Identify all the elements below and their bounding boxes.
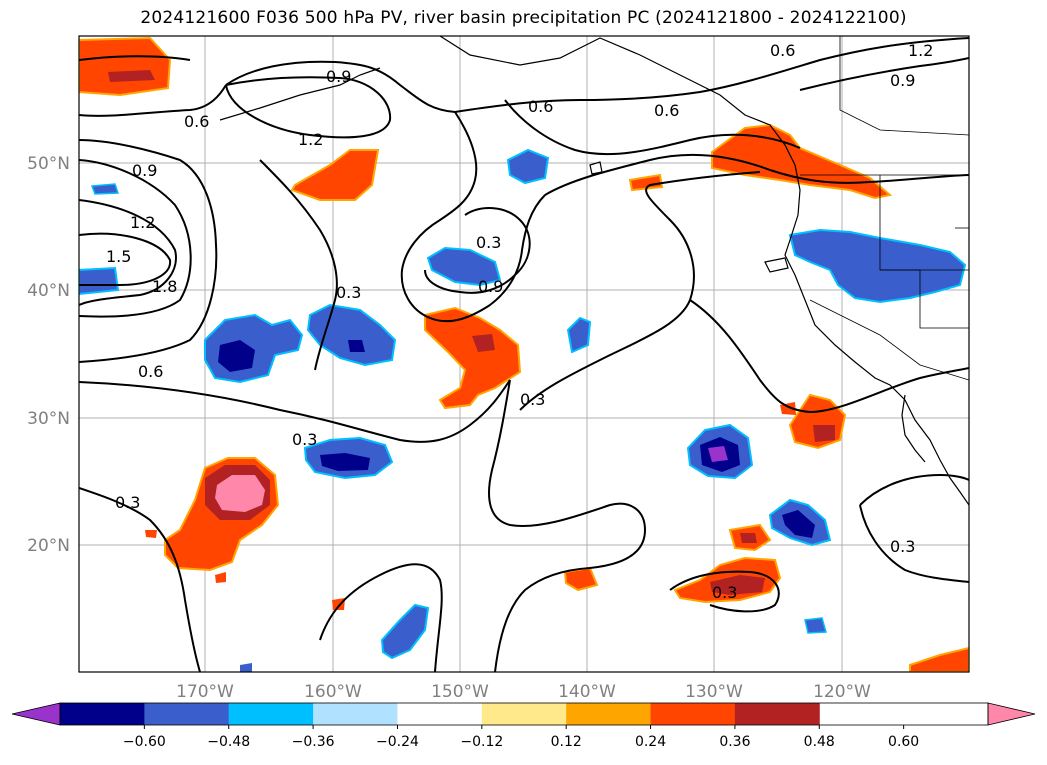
contour-label: 0.3: [336, 283, 361, 302]
map-title: 2024121600 F036 500 hPa PV, river basin …: [140, 8, 907, 28]
longitude-labels: 170°W 160°W 150°W 140°W 130°W 120°W: [176, 682, 871, 702]
colorbar-segment: [228, 703, 314, 725]
contour-label: 1.2: [130, 213, 155, 232]
contour-label: 0.3: [115, 493, 140, 512]
contour-label: 1.2: [298, 130, 323, 149]
colorbar-tick-label: 0.24: [635, 734, 666, 750]
contour-label: 0.3: [890, 537, 915, 556]
lon-label: 140°W: [558, 682, 616, 702]
contour-label: 1.2: [908, 41, 933, 60]
contour-label: 0.3: [292, 430, 317, 449]
colorbar-segment: [144, 703, 230, 725]
lat-label: 50°N: [27, 154, 70, 174]
contour-labels: 0.9 0.6 1.2 0.6 0.6 0.6 0.9 0.9 1.2 1.5 …: [106, 41, 933, 602]
state-borders: [800, 36, 969, 381]
contour-label: 0.6: [138, 362, 163, 381]
contour-label: 0.3: [520, 390, 545, 409]
contour-label: 0.3: [476, 233, 501, 252]
contour-label: 0.3: [712, 583, 737, 602]
pv-contours: [79, 37, 969, 672]
colorbar-tick-label: −0.24: [376, 734, 419, 750]
plot-frame: [78, 35, 970, 673]
colorbar-tick-label: −0.12: [460, 734, 503, 750]
contour-label: 0.6: [184, 112, 209, 131]
latitude-labels: 50°N 40°N 30°N 20°N: [27, 154, 70, 556]
negative-precip-areas: [79, 148, 967, 672]
colorbar-tick-label: −0.48: [207, 734, 250, 750]
contour-label: 1.5: [106, 247, 131, 266]
coastlines: [219, 36, 969, 506]
contour-label: 0.9: [132, 161, 157, 180]
colorbar-segment: [481, 703, 567, 725]
colorbar-tick-label: −0.36: [292, 734, 335, 750]
colorbar-tick-label: −0.60: [123, 734, 166, 750]
colorbar-segment: [650, 703, 736, 725]
contour-label: 0.6: [654, 101, 679, 120]
colorbar-extend-min: [12, 703, 60, 725]
contour-label: 0.6: [528, 97, 553, 116]
colorbar-segment: [566, 703, 652, 725]
colorbar-segment: [397, 703, 483, 725]
colorbar-segment: [313, 703, 398, 725]
colorbar: −0.60 −0.48 −0.36 −0.24 −0.12 0.12 0.24 0.36 0.4…: [11, 702, 1036, 750]
colorbar-segment: [60, 703, 145, 725]
lon-label: 120°W: [813, 682, 871, 702]
colorbar-tick-label: 0.12: [551, 734, 582, 750]
colorbar-extend-max: [988, 703, 1035, 725]
lon-label: 150°W: [431, 682, 489, 702]
lon-label: 130°W: [685, 682, 743, 702]
lat-label: 40°N: [27, 281, 70, 301]
colorbar-tick-label: 0.60: [888, 734, 919, 750]
lon-label: 170°W: [176, 682, 234, 702]
contour-label: 0.9: [478, 277, 503, 296]
contour-label: 0.9: [890, 71, 915, 90]
contour-label: 0.9: [326, 67, 351, 86]
lat-label: 30°N: [27, 409, 70, 429]
colorbar-tick-label: 0.48: [804, 734, 835, 750]
contour-label: 1.8: [152, 277, 177, 296]
colorbar-tick-label: 0.36: [719, 734, 750, 750]
lat-label: 20°N: [27, 536, 70, 556]
lon-label: 160°W: [304, 682, 362, 702]
contour-label: 0.6: [770, 41, 795, 60]
colorbar-segment: [734, 703, 820, 725]
